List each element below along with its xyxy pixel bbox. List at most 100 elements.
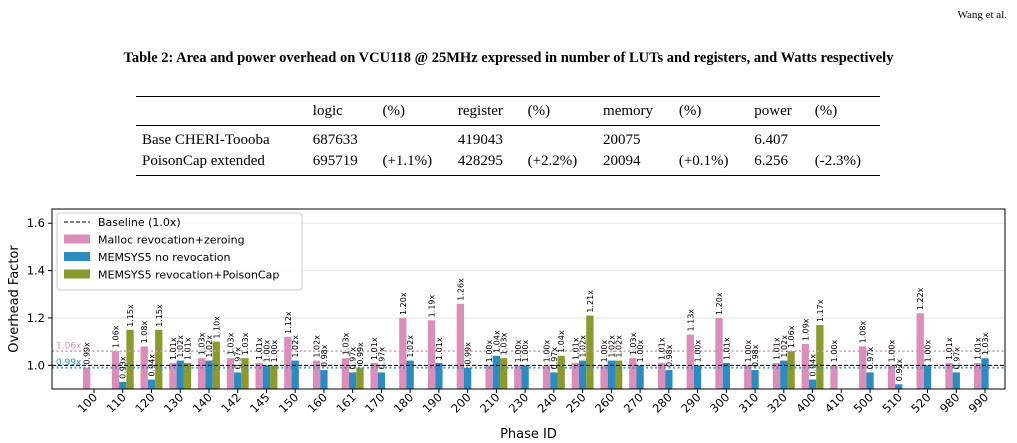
- mean-label: 1.06x: [56, 342, 82, 352]
- x-tick-label: 280: [650, 390, 675, 415]
- legend-label: MEMSYS5 no revocation: [98, 251, 230, 264]
- x-tick-label: 990: [966, 390, 991, 415]
- bar-value-label: 0.98x: [751, 344, 760, 367]
- bar-value-label: 1.03x: [241, 332, 250, 355]
- bar-value-label: 0.97x: [866, 347, 875, 370]
- bar: [255, 362, 263, 389]
- bar-value-label: 0.98x: [665, 344, 674, 367]
- bar-value-label: 0.99x: [356, 342, 365, 365]
- legend-swatch: [64, 252, 90, 261]
- bar-value-label: 0.98x: [320, 344, 329, 367]
- table-row: Base CHERI-Toooba 687633 419043 20075 6.…: [136, 126, 880, 152]
- bar-value-label: 1.02x: [615, 335, 624, 358]
- table-header-cell: (%): [527, 103, 551, 119]
- bar: [169, 362, 177, 389]
- mean-label: 0.99x: [56, 358, 82, 368]
- table-cell: 695719: [312, 153, 358, 169]
- x-tick-label: 200: [448, 390, 473, 415]
- bar: [974, 362, 982, 389]
- bar: [808, 379, 817, 389]
- bar: [155, 329, 163, 389]
- bar: [291, 360, 299, 389]
- x-tick-label: 120: [132, 390, 157, 415]
- table-cell: (+2.2%): [527, 153, 578, 169]
- table-caption: Table 2: Area and power overhead on VCU1…: [123, 50, 894, 66]
- x-tick-label: 180: [391, 390, 416, 415]
- bar: [629, 358, 637, 389]
- bar: [270, 365, 278, 389]
- bar: [550, 372, 558, 389]
- table-header-cell: (%): [382, 103, 405, 119]
- bar-value-label: 1.00x: [744, 340, 753, 363]
- bar: [887, 365, 896, 389]
- bar-value-label: 0.97x: [550, 347, 559, 370]
- bar-value-label: 1.00x: [636, 340, 645, 363]
- bar: [514, 365, 522, 389]
- bar: [320, 370, 328, 389]
- bar: [205, 360, 213, 389]
- x-tick-label: 270: [621, 390, 646, 415]
- bar-value-label: 0.99x: [464, 342, 473, 365]
- bar-value-label: 1.01x: [773, 337, 782, 360]
- x-tick-label: 110: [103, 390, 128, 415]
- bar: [715, 317, 723, 389]
- bar-value-label: 1.10x: [212, 316, 221, 339]
- bar: [571, 362, 579, 389]
- bar-value-label: 1.03x: [981, 332, 990, 355]
- bar-value-label: 1.02x: [406, 335, 415, 358]
- bar-value-label: 1.03x: [341, 332, 350, 355]
- bar-value-label: 1.20x: [715, 292, 724, 315]
- bar-value-label: 1.01x: [169, 337, 178, 360]
- table-cell: 428295: [457, 153, 503, 169]
- table-header-cell: power: [754, 103, 792, 119]
- bar-value-label: 1.22x: [916, 287, 925, 310]
- bar: [83, 367, 91, 389]
- bar-value-label: 1.09x: [801, 318, 810, 341]
- bar: [241, 358, 249, 389]
- x-tick-label: 142: [218, 390, 243, 415]
- bar-value-label: 1.01x: [184, 337, 193, 360]
- bar-value-label: 1.01x: [571, 337, 580, 360]
- bar: [945, 362, 953, 389]
- overhead-table-grid: logic (%) register (%) memory (%) power …: [136, 96, 880, 176]
- bar-value-label: 1.26x: [456, 278, 465, 301]
- x-tick-label: 161: [333, 390, 358, 415]
- table-cell: 687633: [312, 132, 358, 148]
- bar-value-label: 0.94x: [809, 354, 818, 377]
- table-cell: PoisonCap extended: [142, 153, 265, 169]
- table-row: PoisonCap extended 695719 (+1.1%) 428295…: [136, 151, 880, 176]
- bar-value-label: 1.12x: [284, 311, 293, 334]
- x-tick-label: 510: [879, 390, 904, 415]
- bar: [693, 365, 702, 389]
- bar-value-label: 0.97x: [349, 347, 358, 370]
- x-tick-label: 150: [276, 390, 301, 415]
- bar-value-label: 1.13x: [686, 309, 695, 332]
- legend-swatch: [64, 269, 90, 279]
- x-tick-label: 190: [420, 390, 445, 415]
- x-tick-label: 145: [247, 390, 272, 415]
- bar: [234, 372, 242, 389]
- bar: [607, 360, 615, 389]
- legend-label: Baseline (1.0x): [98, 216, 181, 229]
- bar: [406, 360, 414, 389]
- bar: [377, 372, 386, 389]
- bar-value-label: 1.01x: [658, 337, 667, 360]
- bar: [399, 317, 407, 389]
- bar-value-label: 1.04x: [557, 330, 566, 353]
- bar-value-label: 1.03x: [198, 332, 207, 355]
- bar-value-label: 1.03x: [629, 332, 638, 355]
- bar: [500, 358, 508, 389]
- bar: [615, 360, 623, 389]
- overhead-table: logic (%) register (%) memory (%) power …: [136, 96, 880, 176]
- x-tick-label: 230: [506, 390, 531, 415]
- bar-value-label: 1.01x: [255, 337, 264, 360]
- bar: [492, 355, 501, 389]
- bar: [147, 379, 156, 389]
- bar-value-label: 1.00x: [924, 340, 933, 363]
- bar: [111, 351, 120, 389]
- table-cell: 6.407: [754, 132, 789, 148]
- table-cell: 20094: [603, 153, 641, 169]
- bar-value-label: 1.00x: [600, 340, 609, 363]
- bar-value-label: 1.15x: [126, 304, 135, 327]
- bar: [895, 384, 903, 389]
